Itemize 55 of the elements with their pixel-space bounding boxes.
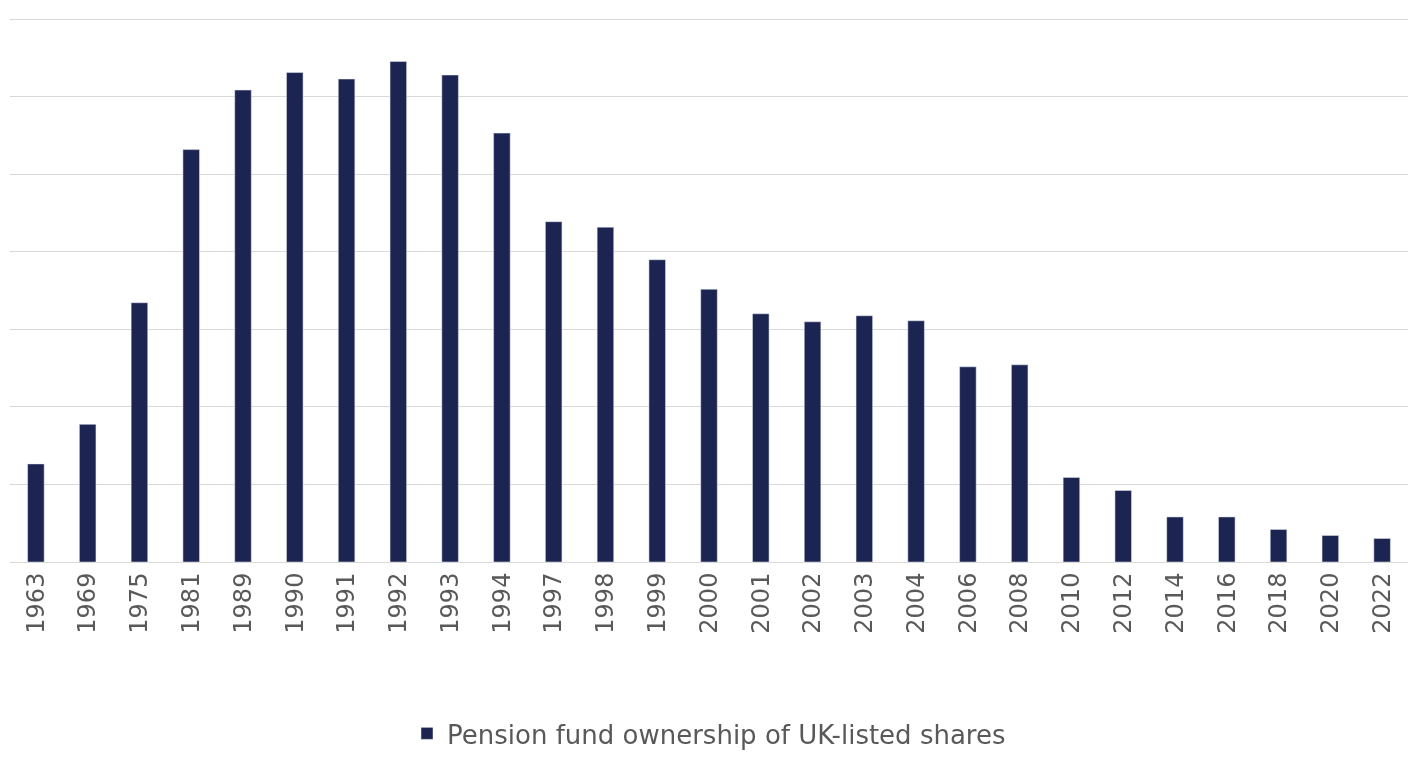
x-tick-label: 2022 (1367, 572, 1396, 634)
bar (1062, 477, 1080, 562)
bar (79, 424, 97, 562)
x-tick-label: 2006 (953, 572, 982, 634)
bar (855, 315, 873, 562)
x-tick-label: 2016 (1212, 572, 1241, 634)
x-tick-label: 1989 (228, 572, 257, 634)
x-tick-label: 2020 (1316, 572, 1345, 634)
x-tick-label: 2014 (1160, 572, 1189, 634)
bar (804, 321, 822, 562)
x-tick-label: 1963 (21, 572, 50, 634)
x-tick-label: 1999 (643, 572, 672, 634)
bar (493, 132, 511, 562)
bar (700, 289, 718, 562)
bar (1218, 516, 1236, 562)
bar (1166, 516, 1184, 562)
x-tick-label: 1998 (591, 572, 620, 634)
legend-label: Pension fund ownership of UK-listed shares (447, 719, 1006, 750)
bar (1114, 490, 1132, 562)
bar (959, 366, 977, 562)
bar (596, 226, 614, 562)
bar (182, 149, 200, 562)
bar (648, 259, 666, 562)
bar (234, 89, 252, 562)
x-tick-label: 2001 (746, 572, 775, 634)
bar (1270, 529, 1288, 562)
x-tick-label: 1992 (384, 572, 413, 634)
bar (1321, 535, 1339, 562)
x-tick-label: 2004 (901, 572, 930, 634)
x-tick-label: 1997 (539, 572, 568, 634)
x-tick-label: 2018 (1264, 572, 1293, 634)
x-tick-label: 1990 (280, 572, 309, 634)
x-tick-label: 2008 (1005, 572, 1034, 634)
bar (545, 221, 563, 562)
bar (1011, 364, 1029, 562)
x-tick-label: 2010 (1057, 572, 1086, 634)
x-tick-label: 1991 (332, 572, 361, 634)
bar (27, 463, 45, 562)
bar (752, 313, 770, 562)
bar (441, 74, 459, 562)
x-tick-label: 2012 (1109, 572, 1138, 634)
bar (130, 302, 148, 562)
x-tick-label: 1975 (125, 572, 154, 634)
x-tick-label: 2000 (694, 572, 723, 634)
x-tick-label: 2002 (798, 572, 827, 634)
x-tick-label: 1981 (177, 572, 206, 634)
x-tick-label: 1994 (487, 572, 516, 634)
bar (338, 78, 356, 562)
bar (286, 72, 304, 562)
bar (1373, 538, 1391, 562)
bar (389, 61, 407, 562)
bar (907, 320, 925, 562)
x-tick-label: 1969 (73, 572, 102, 634)
x-tick-label: 2003 (850, 572, 879, 634)
x-tick-label: 1993 (435, 572, 464, 634)
